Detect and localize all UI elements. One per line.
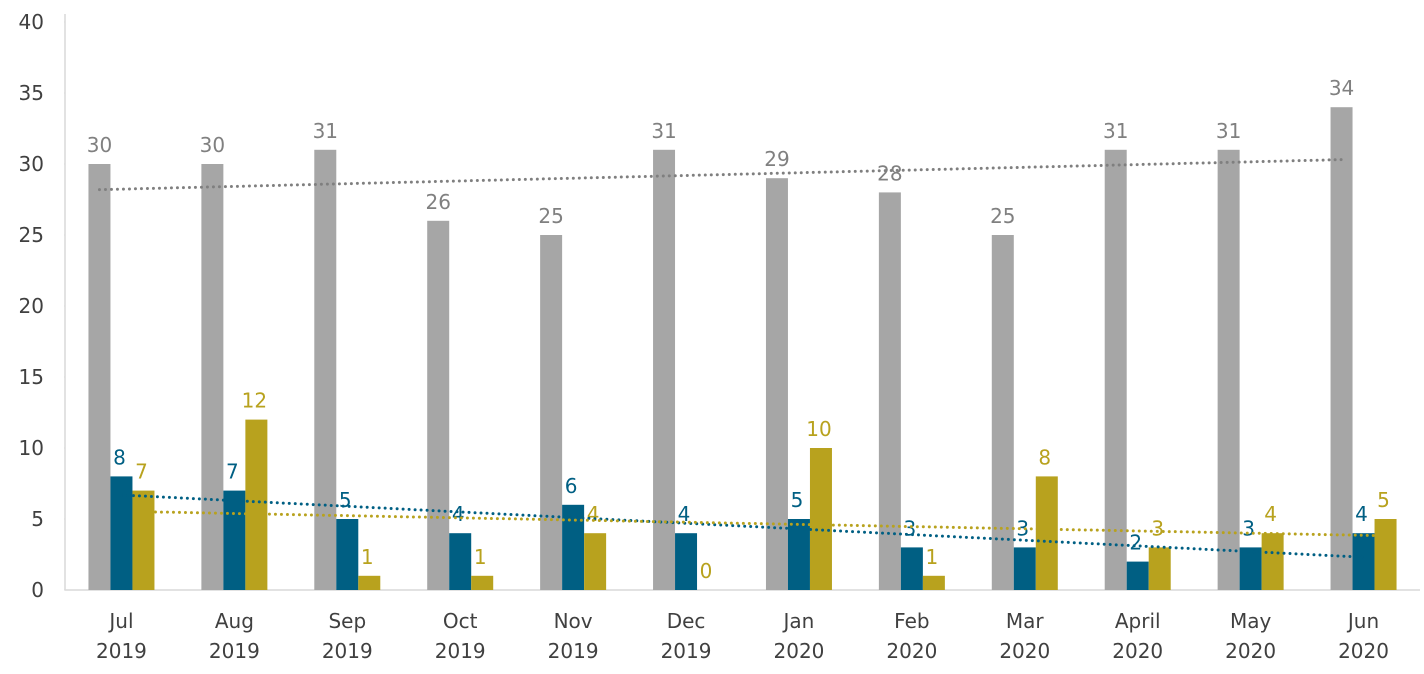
- data-label: 5: [1377, 488, 1390, 512]
- data-label: 34: [1329, 76, 1354, 100]
- data-label: 30: [87, 133, 112, 157]
- bar: [1261, 533, 1284, 590]
- data-label: 31: [313, 119, 338, 143]
- bar: [471, 575, 494, 590]
- bar: [358, 575, 381, 590]
- data-label: 4: [1264, 502, 1277, 526]
- x-tick-label: Jul 2019: [96, 609, 147, 663]
- bar: [245, 419, 268, 590]
- data-label: 3: [1016, 516, 1029, 540]
- data-label: 3: [1151, 516, 1164, 540]
- data-label: 8: [1038, 445, 1051, 469]
- data-label: 4: [587, 502, 600, 526]
- data-label: 31: [651, 119, 676, 143]
- x-tick-label: Jun 2020: [1338, 609, 1389, 663]
- data-label: 29: [764, 147, 789, 171]
- data-label: 1: [361, 545, 374, 569]
- trendline: [97, 158, 1344, 192]
- bar: [1126, 561, 1149, 590]
- data-label: 25: [538, 204, 563, 228]
- data-label: 7: [226, 460, 239, 484]
- bar: [1374, 519, 1397, 590]
- x-tick-label: May 2020: [1225, 609, 1276, 663]
- bar: [878, 192, 901, 590]
- bar: [201, 164, 224, 590]
- bar: [1352, 533, 1375, 590]
- x-tick-label: Dec 2019: [661, 609, 712, 663]
- data-label: 10: [806, 417, 831, 441]
- bar: [223, 490, 246, 590]
- y-tick-label: 5: [31, 507, 44, 531]
- y-tick-label: 10: [19, 436, 44, 460]
- bar: [88, 164, 111, 590]
- bar: [584, 533, 607, 590]
- data-label: 4: [678, 502, 691, 526]
- x-tick-label: Mar 2020: [999, 609, 1050, 663]
- bar: [653, 149, 676, 591]
- data-label: 5: [791, 488, 804, 512]
- bar: [562, 504, 585, 590]
- bar: [1330, 107, 1353, 590]
- bar: [900, 547, 923, 590]
- bar: [427, 220, 450, 591]
- x-tick-label: Oct 2019: [435, 609, 486, 663]
- bar: [1239, 547, 1262, 590]
- bar: [809, 448, 832, 590]
- data-label: 1: [474, 545, 487, 569]
- bar: [540, 235, 563, 590]
- y-tick-label: 40: [19, 10, 44, 34]
- data-label: 3: [904, 516, 917, 540]
- data-label: 25: [990, 204, 1015, 228]
- x-tick-label: Nov 2019: [548, 609, 599, 663]
- x-tick-label: Sep 2019: [322, 609, 373, 663]
- y-tick-label: 15: [19, 365, 44, 389]
- data-label: 31: [1103, 119, 1128, 143]
- bar: [991, 235, 1014, 590]
- y-tick-label: 35: [19, 81, 44, 105]
- bar: [449, 533, 472, 590]
- x-tick-label: Aug 2019: [209, 609, 260, 663]
- y-tick-label: 30: [19, 152, 44, 176]
- bar: [336, 519, 359, 590]
- data-label: 5: [339, 488, 352, 512]
- data-label: 6: [565, 474, 578, 498]
- x-tick-label: April 2020: [1112, 609, 1163, 663]
- bar: [675, 533, 698, 590]
- bar: [1217, 149, 1240, 591]
- bar: [314, 149, 337, 591]
- bar: [1148, 547, 1171, 590]
- x-tick-label: Jan 2020: [774, 609, 825, 663]
- x-tick-label: Feb 2020: [886, 609, 937, 663]
- data-label: 31: [1216, 119, 1241, 143]
- data-label: 2: [1129, 531, 1142, 555]
- bar: [787, 519, 810, 590]
- bar: [1013, 547, 1036, 590]
- bar: [922, 575, 945, 590]
- bar: [110, 476, 133, 590]
- data-label: 4: [452, 502, 465, 526]
- bar: [765, 178, 788, 590]
- data-label: 30: [200, 133, 225, 157]
- trendline: [119, 493, 1366, 559]
- data-label: 4: [1355, 502, 1368, 526]
- data-label: 7: [135, 460, 148, 484]
- y-tick-label: 0: [31, 578, 44, 602]
- data-label: 8: [113, 445, 126, 469]
- bar: [1035, 476, 1058, 590]
- y-tick-label: 25: [19, 223, 44, 247]
- data-label: 0: [700, 559, 713, 583]
- data-label: 1: [926, 545, 939, 569]
- data-label: 28: [877, 161, 902, 185]
- data-label: 3: [1242, 516, 1255, 540]
- y-tick-label: 20: [19, 294, 44, 318]
- data-label: 26: [425, 190, 450, 214]
- data-label: 12: [242, 389, 267, 413]
- bar: [132, 490, 155, 590]
- bar: [1104, 149, 1127, 591]
